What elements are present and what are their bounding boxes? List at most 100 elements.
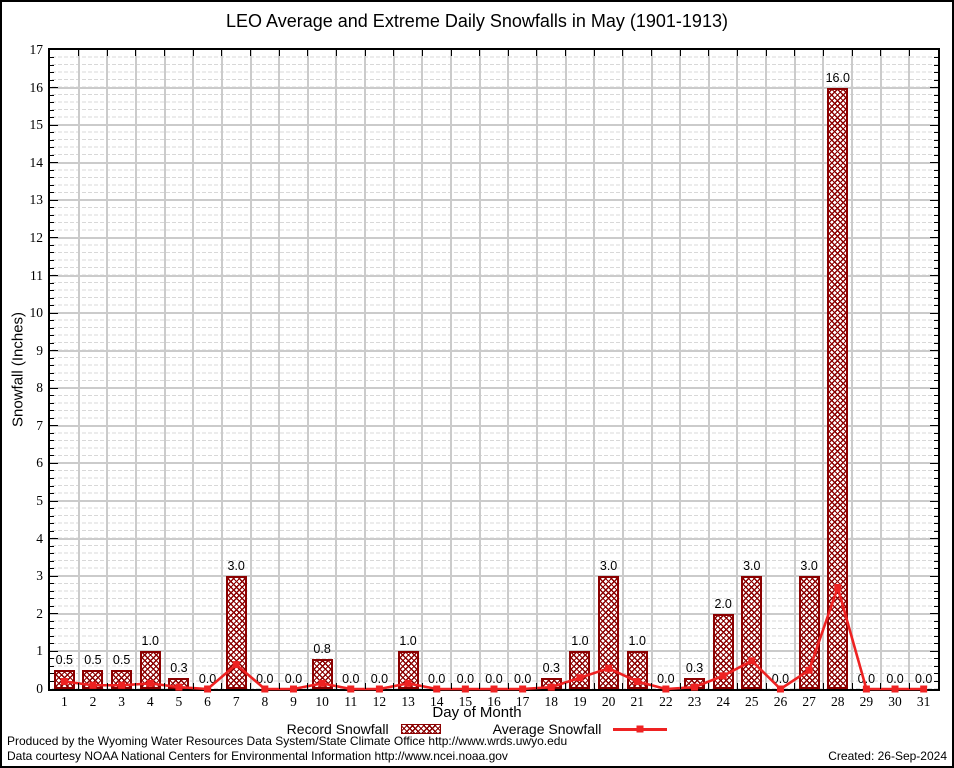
- x-tick-mark: [565, 50, 567, 56]
- x-tick-mark: [794, 683, 796, 689]
- x-tick-mark: [536, 683, 538, 689]
- gridline-vertical: [364, 50, 367, 689]
- y-tick-mark: [934, 64, 938, 66]
- x-tick-label: 26: [773, 694, 788, 709]
- y-tick-mark: [934, 169, 938, 171]
- y-tick-mark: [50, 380, 54, 382]
- gridline-vertical: [163, 50, 166, 689]
- y-tick-mark: [930, 87, 938, 89]
- y-tick-mark: [930, 575, 938, 577]
- gridline-horizontal: [50, 612, 938, 615]
- y-tick-mark: [934, 410, 938, 412]
- y-tick-mark: [50, 275, 58, 277]
- legend-record-label: Record Snowfall: [286, 721, 389, 737]
- x-tick-mark: [908, 50, 910, 56]
- y-tick-mark: [934, 139, 938, 141]
- x-tick-label: 8: [261, 694, 269, 709]
- record-snowfall-bar: [397, 651, 419, 689]
- y-tick-mark: [50, 94, 54, 96]
- x-tick-mark: [536, 50, 538, 56]
- gridline-horizontal: [50, 349, 938, 352]
- y-tick-mark: [934, 673, 938, 675]
- y-tick-mark: [50, 342, 54, 344]
- average-line-marker: [834, 584, 842, 592]
- average-line-marker: [404, 679, 412, 687]
- x-tick-mark: [250, 50, 252, 56]
- bar-value-label: 3.0: [227, 559, 245, 574]
- y-tick-mark: [50, 575, 58, 577]
- y-tick-mark: [50, 327, 54, 329]
- x-tick-mark: [708, 683, 710, 689]
- gridline-vertical: [220, 50, 223, 689]
- y-tick-mark: [50, 643, 54, 645]
- y-tick-mark: [50, 410, 54, 412]
- x-tick-label: 12: [372, 694, 387, 709]
- bar-value-label: 0.8: [313, 641, 331, 656]
- y-tick-mark: [50, 169, 54, 171]
- average-line-marker: [118, 681, 126, 689]
- legend: Record Snowfall Average Snowfall: [2, 721, 952, 737]
- y-tick-mark: [934, 117, 938, 119]
- legend-average-marker: [636, 725, 644, 733]
- x-tick-label: 7: [232, 694, 240, 709]
- x-tick-mark: [192, 50, 194, 56]
- minor-gridlines: [50, 50, 938, 689]
- y-tick-mark: [934, 590, 938, 592]
- y-tick-mark: [50, 613, 58, 615]
- y-tick-mark: [930, 387, 938, 389]
- gridline-horizontal: [50, 575, 938, 578]
- average-line-marker: [490, 685, 498, 693]
- y-tick-mark: [50, 350, 58, 352]
- y-tick-mark: [930, 237, 938, 239]
- footer: Produced by the Wyoming Water Resources …: [7, 734, 947, 764]
- y-tick-mark: [934, 214, 938, 216]
- y-tick-mark: [50, 237, 58, 239]
- average-line-marker: [719, 672, 727, 680]
- y-tick-mark: [50, 290, 54, 292]
- y-tick-mark: [50, 162, 58, 164]
- x-tick-mark: [335, 50, 337, 56]
- average-line-marker: [146, 679, 154, 687]
- y-tick-mark: [50, 440, 54, 442]
- x-tick-label: 1: [60, 694, 68, 709]
- y-tick-mark: [934, 94, 938, 96]
- y-tick-mark: [934, 493, 938, 495]
- x-tick-label: 18: [544, 694, 559, 709]
- gridline-vertical: [192, 50, 195, 689]
- record-snowfall-bar: [827, 87, 849, 689]
- bar-value-label: 1.0: [141, 634, 159, 649]
- x-tick-mark: [393, 683, 395, 689]
- x-tick-mark: [278, 50, 280, 56]
- y-tick-mark: [934, 523, 938, 525]
- y-tick-label: 10: [29, 305, 44, 321]
- x-tick-mark: [507, 683, 509, 689]
- bar-value-label: 1.0: [399, 634, 417, 649]
- x-tick-mark: [278, 683, 280, 689]
- chart-title: LEO Average and Extreme Daily Snowfalls …: [226, 11, 728, 31]
- y-tick-mark: [50, 590, 54, 592]
- x-tick-label: 4: [146, 694, 154, 709]
- y-tick-mark: [50, 680, 54, 682]
- y-tick-label: 11: [30, 267, 43, 283]
- y-tick-mark: [934, 447, 938, 449]
- bar-value-label: 3.0: [599, 559, 618, 574]
- average-line-marker: [175, 683, 183, 691]
- y-tick-mark: [934, 508, 938, 510]
- average-line-marker: [519, 685, 527, 693]
- y-tick-label: 1: [36, 643, 43, 659]
- gridline-horizontal: [50, 312, 938, 315]
- average-line-marker: [691, 683, 699, 691]
- gridline-vertical: [106, 50, 109, 689]
- gridline-horizontal: [50, 424, 938, 427]
- bar-value-label: 0.0: [485, 672, 503, 686]
- x-tick-mark: [164, 50, 166, 56]
- record-snowfall-bar: [598, 576, 620, 689]
- gridline-vertical: [621, 50, 624, 689]
- y-tick-mark: [934, 109, 938, 111]
- y-tick-mark: [50, 650, 58, 652]
- x-tick-label: 13: [401, 694, 415, 709]
- gridline-vertical: [765, 50, 768, 689]
- x-tick-mark: [765, 683, 767, 689]
- x-tick-mark: [507, 50, 509, 56]
